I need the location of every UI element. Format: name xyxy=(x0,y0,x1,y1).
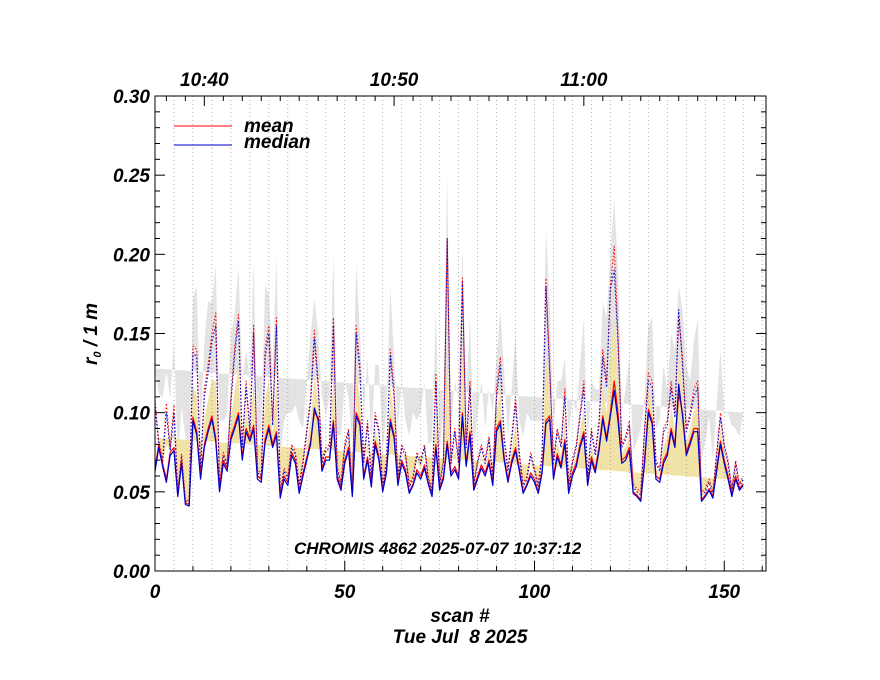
axis-ticks xyxy=(154,95,766,572)
x-tick-label: 50 xyxy=(334,582,356,603)
y-tick-label: 0.25 xyxy=(113,166,150,187)
y-tick-label: 0.30 xyxy=(113,87,150,108)
legend: mean median xyxy=(174,116,311,153)
y-tick-label: 0.20 xyxy=(113,245,150,266)
x-tick-label: 0 xyxy=(150,582,161,603)
dataset-annotation: CHROMIS 4862 2025-07-07 10:37:12 xyxy=(294,539,582,558)
y-tick-label: 0.10 xyxy=(113,404,150,425)
dotted-grid xyxy=(173,96,763,571)
y-axis-title-tail: / 1 m xyxy=(81,303,102,352)
data-series xyxy=(154,237,744,507)
top-tick-label: 11:00 xyxy=(560,70,608,91)
x-tick-label: 150 xyxy=(708,582,740,603)
y-axis-title: r0 / 1 m xyxy=(81,303,104,365)
legend-mean-label: mean xyxy=(244,116,294,137)
x-tick-label: 100 xyxy=(519,582,551,603)
y-tick-label: 0.15 xyxy=(113,325,150,346)
date-label: Tue Jul 8 2025 xyxy=(393,627,528,648)
x-axis-title: scan # xyxy=(430,606,490,627)
top-tick-label: 10:40 xyxy=(180,70,229,91)
yellow-spread-band xyxy=(155,320,744,504)
y-tick-label: 0.05 xyxy=(113,483,150,504)
axis-labels: 0.00 0.05 0.10 0.15 0.20 0.25 0.30 0 50 100 150 10:… xyxy=(113,70,741,603)
y-axis-title-main: r xyxy=(81,356,102,365)
top-tick-label: 10:50 xyxy=(370,70,419,91)
median-series-line xyxy=(154,383,744,507)
y-axis-title-sub: 0 xyxy=(92,351,104,358)
mean-dotted-series-line xyxy=(154,237,744,502)
legend-median-label: median xyxy=(244,132,311,153)
median-dotted-series-line xyxy=(154,237,744,504)
y-tick-label: 0.00 xyxy=(113,562,150,583)
